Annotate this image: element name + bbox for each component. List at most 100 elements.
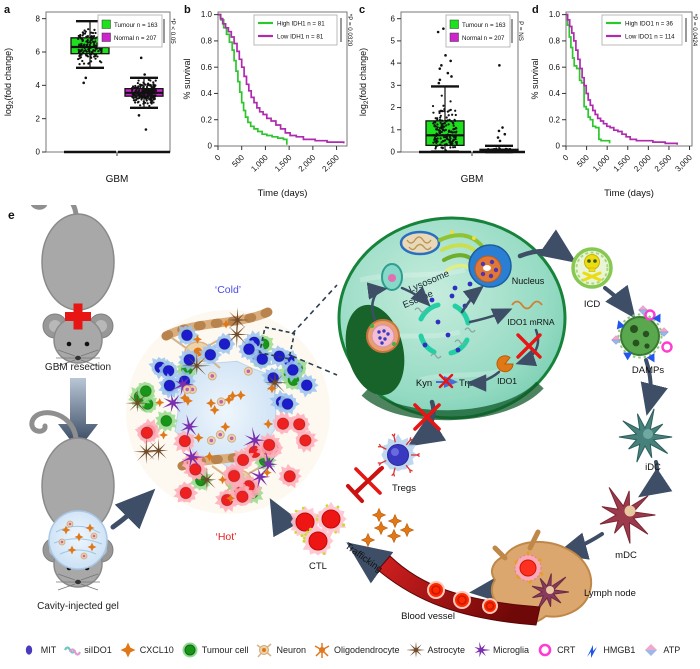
ctl-granule: [315, 518, 319, 521]
tregs-inner: [391, 448, 399, 456]
outlier-point: [498, 64, 501, 67]
cxcl10-icon: [227, 390, 238, 401]
tregs-receptor: [377, 459, 387, 466]
data-point: [94, 57, 97, 60]
microglia-icon: [249, 466, 271, 489]
mouse-eye: [84, 341, 90, 347]
legend-label: Normal n = 207: [462, 35, 505, 42]
data-point: [154, 79, 157, 82]
data-point: [454, 135, 457, 138]
crt-icon: [538, 643, 552, 657]
data-point: [440, 130, 443, 134]
arrow-down-icon: [58, 378, 98, 450]
x-tick-label: 500: [575, 153, 591, 169]
panel-e-label: e: [8, 208, 15, 222]
tregs-label: Tregs: [392, 483, 416, 494]
data-point: [444, 128, 447, 131]
immune-cell-core: [236, 453, 250, 467]
data-point: [440, 119, 443, 122]
data-point: [509, 148, 512, 152]
hot-label: ‘Hot’: [215, 531, 236, 543]
trafficking-label: Trafficking: [343, 541, 384, 575]
data-point: [498, 149, 501, 153]
icd-label: ICD: [584, 299, 601, 310]
cxcl10-icon: [61, 525, 71, 535]
data-point: [79, 50, 82, 53]
data-point: [443, 110, 446, 113]
cxcl10-icon: [371, 507, 387, 523]
y-tick-label: 0: [36, 148, 41, 157]
y-tick-label: 0.8: [201, 37, 213, 46]
cxcl10-icon: [120, 642, 136, 658]
data-point: [501, 150, 505, 154]
cxcl10-icon: [159, 430, 169, 440]
data-point: [153, 85, 156, 89]
data-point: [83, 46, 86, 49]
data-point: [136, 81, 139, 85]
data-point: [441, 134, 444, 137]
data-point: [451, 121, 455, 124]
astrocyte-body: [406, 641, 425, 658]
outlier-point: [143, 73, 146, 76]
data-point: [82, 62, 86, 65]
skull-icon: [582, 254, 602, 282]
sirna-dot: [455, 347, 461, 353]
x-tick-label: 3,000: [673, 153, 694, 174]
data-point: [144, 83, 147, 86]
data-point: [442, 140, 445, 143]
neuron-dendrites: [171, 337, 223, 373]
idc-center: [643, 429, 653, 439]
data-point: [445, 133, 448, 137]
red-x-icon: [516, 333, 542, 359]
idc-cell: [618, 408, 673, 463]
outlier-point: [497, 129, 501, 133]
panel-e-diagram: e GBM resection Cavity-injected gel ‘Col…: [8, 205, 673, 626]
mit-particle-core: [190, 387, 195, 392]
immune-cell-core: [163, 379, 176, 392]
cxcl10-icon: [155, 398, 165, 408]
data-point: [505, 147, 508, 151]
trp-label: Trp: [459, 378, 473, 389]
microglia-body: [474, 641, 491, 658]
legend-item-label: Oligodendrocyte: [333, 645, 400, 655]
cxcl10-icon: [221, 319, 231, 329]
immune-cell-core: [218, 337, 231, 350]
legend-item-label: HMGB1: [603, 645, 636, 655]
arrow-idc-to-mdc: [638, 460, 673, 498]
data-point: [148, 104, 151, 108]
data-point: [77, 37, 80, 40]
mouse-eye: [66, 341, 72, 347]
panel-label: a: [4, 4, 11, 16]
cxcl10-icon: [226, 493, 236, 503]
immune-cell-core: [160, 414, 173, 427]
cold-label: ‘Cold’: [215, 284, 241, 296]
icd-cell: [571, 247, 613, 289]
data-point: [100, 49, 103, 53]
y-axis-label: % survival: [182, 58, 192, 99]
arrow-damps-to-idc: [640, 358, 668, 416]
panel-label: c: [359, 4, 365, 16]
x-axis-label: GBM: [461, 174, 484, 185]
data-point: [134, 89, 138, 93]
data-point: [146, 93, 149, 96]
cxcl10-icon: [120, 642, 136, 658]
ido1-mrna-label: IDO1 mRNA: [507, 317, 555, 327]
data-point: [446, 110, 449, 113]
cxcl10-icon: [386, 528, 402, 544]
data-point: [440, 141, 443, 144]
y-tick-label: 4: [391, 59, 396, 68]
microglia-icon: [180, 414, 199, 439]
data-point: [94, 40, 97, 43]
ctl-label: CTL: [309, 561, 327, 572]
data-point: [146, 89, 150, 92]
tregs-receptor: [377, 443, 387, 450]
oligodendrocyte-body: [318, 647, 325, 653]
data-point: [94, 47, 97, 50]
data-point: [442, 128, 445, 131]
arrow-gel-to-tumour: [110, 488, 156, 530]
microglia-icon: [474, 641, 491, 658]
data-point: [93, 53, 96, 56]
data-point: [453, 146, 457, 149]
panel-label: b: [184, 4, 191, 16]
data-point: [436, 137, 439, 140]
